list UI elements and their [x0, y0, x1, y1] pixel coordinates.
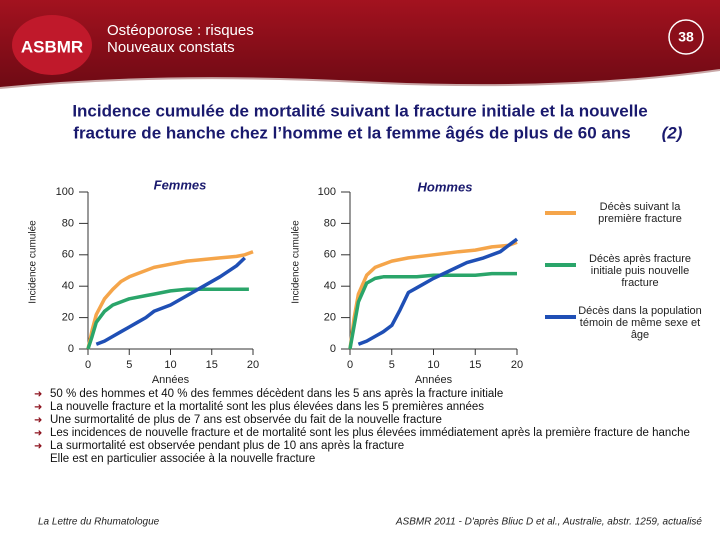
y-tick-label: 40	[62, 280, 74, 292]
chart-title: Femmes	[154, 177, 207, 192]
series-line	[357, 237, 519, 346]
bullet-item: La surmortalité est observée pendant plu…	[34, 440, 714, 466]
slide-title: fracture de hanche chez l’homme et la fe…	[73, 123, 630, 142]
header-curve	[0, 69, 720, 89]
bullet-line: La surmortalité est observée pendant plu…	[50, 440, 405, 452]
x-tick-label: 0	[347, 359, 353, 371]
bullet-line: Les incidences de nouvelle fracture et d…	[50, 427, 690, 439]
bullet-list: 50 % des hommes et 40 % des femmes décèd…	[34, 388, 714, 466]
footer-left: La Lettre du Rhumatologue	[38, 517, 160, 528]
x-tick-label: 5	[389, 359, 395, 371]
y-tick-label: 60	[62, 249, 74, 261]
bullet-item: Une surmortalité de plus de 7 ans est ob…	[34, 414, 714, 427]
legend-label: Décès suivant la première fracture	[598, 201, 682, 225]
bullet-item: 50 % des hommes et 40 % des femmes décèd…	[34, 388, 714, 401]
bullet-line: La nouvelle fracture et la mortalité son…	[50, 401, 485, 413]
x-tick-label: 15	[469, 359, 481, 371]
series-line	[86, 287, 249, 350]
legend-label: Décès après fracture initiale puis nouve…	[588, 253, 692, 289]
page-badge	[668, 19, 704, 55]
y-tick-label: 80	[324, 217, 336, 229]
y-tick-label: 20	[324, 312, 336, 324]
y-tick-label: 20	[62, 312, 74, 324]
y-tick-label: 40	[324, 280, 336, 292]
y-tick-label: 100	[318, 186, 336, 198]
x-tick-label: 10	[427, 359, 439, 371]
y-tick-label: 0	[330, 343, 336, 355]
x-tick-label: 20	[247, 359, 259, 371]
series-line	[95, 256, 247, 346]
series-line	[348, 271, 517, 350]
legend-label: Décès dans la population témoin de même …	[578, 305, 702, 341]
x-tick-label: 10	[164, 359, 176, 371]
y-axis-label: Incidence cumulée	[28, 220, 39, 304]
x-axis-label: Années	[152, 374, 190, 386]
y-tick-label: 100	[56, 186, 74, 198]
bullet-line: Elle est en particulier associée à la no…	[50, 453, 316, 465]
bullet-item: Les incidences de nouvelle fracture et d…	[34, 427, 714, 440]
y-tick-label: 0	[68, 343, 74, 355]
y-axis-label: Incidence cumulée	[291, 220, 302, 304]
y-tick-label: 60	[324, 249, 336, 261]
bullet-line: 50 % des hommes et 40 % des femmes décèd…	[50, 388, 504, 400]
header-title: Ostéoporose : risques	[107, 22, 254, 39]
bullet-line: Une surmortalité de plus de 7 ans est ob…	[50, 414, 442, 426]
bullet-item: La nouvelle fracture et la mortalité son…	[34, 401, 714, 414]
slide-title: Incidence cumulée de mortalité suivant l…	[72, 101, 647, 120]
footer-right: ASBMR 2011 - D'après Bliuc D et al., Aus…	[395, 517, 703, 528]
y-tick-label: 80	[62, 217, 74, 229]
page-number: 38	[678, 29, 694, 45]
header-band	[0, 0, 720, 88]
series-line	[86, 250, 254, 350]
x-tick-label: 20	[511, 359, 523, 371]
series-line	[348, 240, 518, 350]
logo-shape	[12, 15, 92, 75]
x-tick-label: 5	[126, 359, 132, 371]
x-tick-label: 15	[206, 359, 218, 371]
logo: ASBMR	[21, 37, 83, 56]
slide-title-ref: (2)	[662, 123, 683, 142]
header-title: Nouveaux constats	[107, 39, 235, 56]
x-tick-label: 0	[85, 359, 91, 371]
chart-title: Hommes	[418, 179, 473, 194]
x-axis-label: Années	[415, 374, 453, 386]
